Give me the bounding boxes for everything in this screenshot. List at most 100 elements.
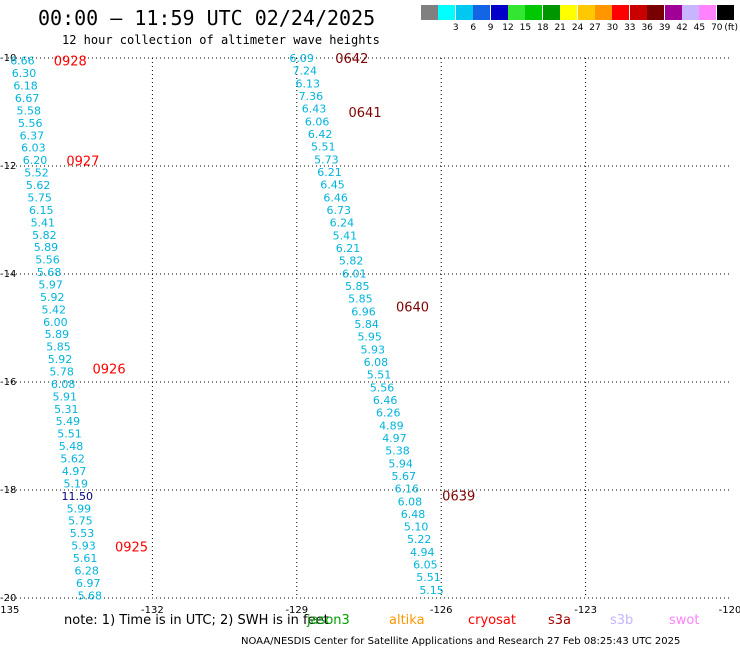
wave-height-value: 7.24 (292, 65, 317, 78)
satellite-s3b: s3b (610, 613, 634, 628)
wave-height-value: 5.85 (345, 280, 370, 293)
wave-height-value: 5.75 (68, 515, 93, 528)
wave-height-value: 5.62 (60, 453, 85, 466)
lat-tick-label: -18 (0, 485, 16, 496)
wave-height-value: 5.93 (71, 540, 96, 553)
wave-height-value: 6.05 (413, 559, 438, 572)
time-label: 0639 (442, 489, 475, 504)
wave-height-value: 5.89 (34, 241, 59, 254)
colorbar-label: 3 (452, 23, 459, 33)
graticule (8, 57, 730, 599)
wave-height-value: 4.97 (382, 432, 407, 445)
colorbar-swatch (455, 5, 473, 20)
wave-height-value: 5.67 (391, 470, 416, 483)
wave-height-value: 6.08 (51, 378, 76, 391)
colorbar-swatch (682, 5, 699, 20)
wave-height-value: 5.82 (339, 255, 364, 268)
colorbar-label: 12 (502, 23, 514, 33)
colorbar-swatch (577, 5, 595, 20)
time-label: 0925 (115, 541, 148, 556)
lon-tick-label: -123 (574, 605, 597, 616)
wave-height-value: 5.93 (361, 343, 386, 356)
footer-credit: NOAA/NESDIS Center for Satellite Applica… (241, 636, 681, 647)
wave-height-value: 6.08 (364, 356, 389, 369)
wave-height-value: 5.19 (63, 477, 88, 490)
lon-tick-label: -129 (285, 605, 308, 616)
wave-height-value: 6.08 (398, 495, 423, 508)
wave-height-value: 6.30 (12, 67, 37, 80)
wave-height-value: 5.61 (73, 552, 98, 565)
wave-height-value: 6.21 (336, 242, 361, 255)
wave-height-value: 6.96 (351, 305, 376, 318)
colorbar-label: 33 (624, 23, 636, 33)
satellite-cryosat: cryosat (468, 613, 516, 628)
colorbar-swatch (490, 5, 508, 20)
wave-height-value: 6.48 (401, 508, 426, 521)
wave-height-value: 5.84 (354, 318, 379, 331)
wave-height-value: 5.15 (419, 584, 444, 597)
colorbar-swatch (542, 5, 560, 20)
wave-height-value: 7.36 (299, 90, 324, 103)
wave-height-value: 6.24 (330, 217, 355, 230)
wave-height-value: 5.78 (49, 366, 74, 379)
colorbar-swatch (421, 5, 438, 20)
colorbar-label: 42 (676, 23, 688, 33)
wave-height-value: 5.52 (24, 167, 49, 180)
lon-tick-label: -132 (141, 605, 164, 616)
lon-tick-label: -135 (0, 605, 19, 616)
wave-height-value: 4.97 (62, 465, 87, 478)
wave-height-value: 11.50 (62, 490, 94, 503)
wave-height-value: 6.00 (43, 316, 68, 329)
wave-height-value: 5.94 (388, 457, 413, 470)
colorbar-label: 18 (537, 23, 549, 33)
wave-height-value: 5.56 (370, 381, 395, 394)
lon-tick-label: -126 (430, 605, 453, 616)
lat-tick-label: -20 (0, 593, 16, 604)
wave-height-value: 6.45 (320, 179, 345, 192)
wave-height-value: 5.91 (53, 390, 78, 403)
colorbar-swatch (595, 5, 612, 20)
note-text: note: 1) Time is in UTC; 2) SWH is in fe… (64, 613, 329, 628)
satellite-jason3: jason3 (307, 613, 350, 628)
colorbar-swatch (647, 5, 665, 20)
wave-height-value: 5.41 (333, 229, 358, 242)
wave-height-value: 5.89 (45, 328, 70, 341)
wave-height-value: 5.73 (314, 153, 339, 166)
colorbar-swatch (560, 5, 578, 20)
time-label: 0928 (54, 55, 87, 70)
wave-height-value: 5.95 (357, 331, 382, 344)
wave-height-value: 6.06 (305, 115, 330, 128)
wave-height-value: 6.01 (342, 267, 367, 280)
wave-height-value: 6.97 (76, 577, 101, 590)
lon-tick-label: -120 (719, 605, 740, 616)
wave-height-value: 6.37 (20, 129, 45, 142)
colorbar-swatch (664, 5, 682, 20)
wave-height-value: 6.26 (376, 407, 401, 420)
page-title: 00:00 – 11:59 UTC 02/24/2025 (38, 6, 376, 30)
wave-height-value: 6.13 (296, 77, 321, 90)
axis-labels: -135 -132 -129 -126 -123 -120 -10 -12 -14 -16 -18 -… (0, 53, 740, 616)
wave-height-value: 6.16 (395, 483, 420, 496)
page-subtitle: 12 hour collection of altimeter wave hei… (62, 33, 380, 47)
wave-height-value: 6.73 (326, 204, 351, 217)
colorbar-swatch (629, 5, 647, 20)
colorbar-label: 30 (606, 23, 619, 33)
colorbar-label: 27 (589, 23, 601, 33)
colorbar-label: 6 (470, 23, 477, 33)
track-values: 6.666.306.186.675.585.566.376.036.205.52… (10, 52, 475, 602)
wave-height-value: 5.38 (385, 445, 410, 458)
wave-height-value: 6.20 (23, 154, 48, 167)
colorbar-unit: (ft) (724, 23, 738, 33)
colorbar-swatch (612, 5, 630, 20)
colorbar-swatch (508, 5, 525, 20)
wave-height-value: 5.56 (35, 254, 60, 267)
wave-height-value: 5.82 (32, 229, 57, 242)
wave-height-value: 5.22 (407, 533, 432, 546)
lat-tick-label: -12 (0, 161, 16, 172)
wave-height-value: 4.94 (410, 546, 435, 559)
wave-height-value: 5.58 (16, 104, 41, 117)
colorbar-label: 21 (554, 23, 566, 33)
wave-height-value: 6.43 (302, 103, 327, 116)
wave-height-value: 6.21 (317, 166, 342, 179)
